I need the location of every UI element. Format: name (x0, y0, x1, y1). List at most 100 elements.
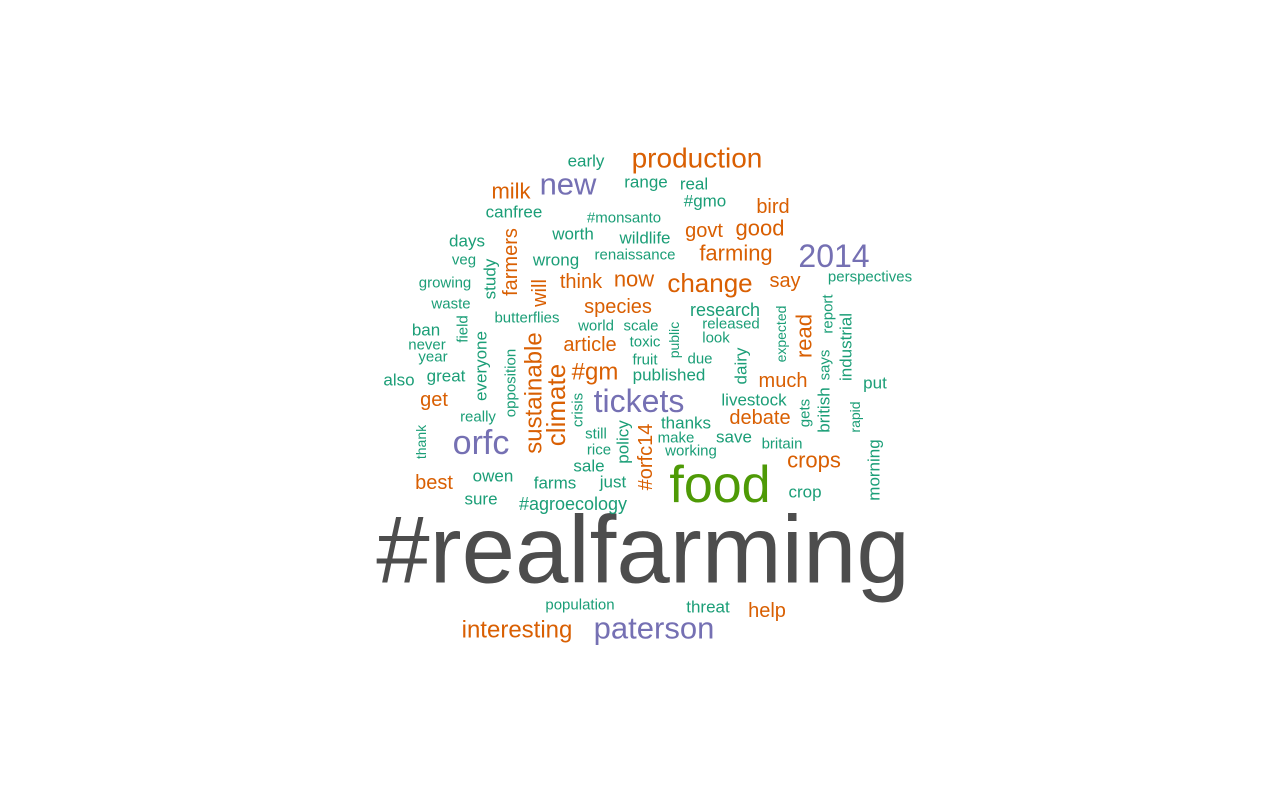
word-still: still (585, 426, 607, 443)
word-farmers: farmers (500, 228, 522, 296)
word-change: change (667, 268, 752, 298)
word-thanks: thanks (661, 414, 711, 433)
word-renaissance: renaissance (595, 247, 676, 264)
word-hash-agroecology: #agroecology (519, 494, 627, 514)
word-fruit: fruit (632, 352, 658, 369)
word-wildlife: wildlife (618, 229, 670, 248)
word-butterflies: butterflies (494, 310, 559, 327)
word-everyone: everyone (472, 331, 491, 401)
word-sure: sure (464, 490, 497, 509)
word-species: species (584, 296, 652, 318)
word-days: days (449, 232, 485, 251)
word-look: look (702, 330, 730, 347)
word-thank: thank (413, 424, 429, 459)
word-expected: expected (773, 306, 789, 363)
word-paterson: paterson (594, 611, 715, 646)
word-will: will (529, 279, 551, 308)
word-tickets: tickets (594, 383, 685, 419)
word-threat: threat (686, 598, 730, 617)
word-scale: scale (623, 318, 658, 335)
word-hash-orfc14: #orfc14 (635, 424, 657, 491)
word-farming: farming (699, 241, 772, 266)
word-make: make (658, 430, 695, 447)
word-never: never (408, 337, 446, 354)
word-good: good (736, 216, 785, 241)
word-hash-gm: #gm (572, 359, 619, 386)
word-food: food (669, 456, 770, 514)
word-new: new (540, 167, 597, 202)
word-also: also (383, 371, 414, 390)
word-article: article (563, 334, 616, 356)
word-dairy: dairy (732, 347, 751, 384)
word-world: world (577, 318, 614, 335)
word-british: british (815, 387, 834, 432)
word-get: get (420, 389, 448, 411)
word-published: published (633, 366, 706, 385)
word-orfc: orfc (453, 424, 510, 462)
word-gets: gets (797, 399, 814, 427)
word-rice: rice (587, 442, 611, 459)
word-help: help (748, 600, 786, 622)
word-industrial: industrial (837, 313, 856, 381)
word-early: early (568, 152, 605, 171)
word-crisis: crisis (570, 393, 587, 427)
word-think: think (560, 271, 603, 293)
word-research: research (690, 300, 760, 320)
word-much: much (759, 370, 808, 392)
word-public: public (666, 322, 682, 359)
word-save: save (716, 428, 752, 447)
word-opposition: opposition (503, 349, 520, 417)
word-best: best (415, 472, 453, 494)
word-crops: crops (787, 448, 841, 473)
word-working: working (664, 443, 717, 460)
word-says: says (817, 350, 834, 381)
word-crop: crop (788, 483, 821, 502)
word-morning: morning (865, 439, 884, 500)
word-study: study (481, 258, 500, 299)
word-milk: milk (491, 179, 531, 204)
word-climate: climate (541, 364, 571, 446)
word-wrong: wrong (532, 251, 579, 270)
word-year: year (418, 349, 447, 366)
word-production: production (632, 143, 763, 174)
word-debate: debate (729, 407, 790, 429)
word-worth: worth (551, 225, 594, 244)
word-britain: britain (762, 436, 803, 453)
word-say: say (769, 270, 800, 292)
word-now: now (614, 267, 654, 292)
word-govt: govt (685, 220, 723, 242)
word-due: due (687, 351, 712, 368)
word-hash-realfarming: #realfarming (376, 497, 910, 604)
word-ban: ban (412, 321, 440, 340)
word-bird: bird (756, 196, 789, 218)
word-growing: growing (419, 275, 472, 292)
word-really: really (460, 409, 496, 426)
word-hash-gmo: #gmo (684, 192, 727, 211)
word-sustainable: sustainable (521, 332, 548, 453)
word-put: put (863, 374, 887, 393)
word-waste: waste (430, 296, 470, 313)
word-perspectives: perspectives (828, 269, 912, 286)
word-hash-monsanto: #monsanto (587, 210, 661, 227)
word-released: released (702, 316, 760, 333)
word-owen: owen (473, 467, 514, 486)
word-livestock: livestock (721, 391, 787, 410)
word-report: report (820, 294, 837, 334)
word-range: range (624, 173, 667, 192)
word-veg: veg (452, 252, 476, 269)
word-real: real (680, 175, 708, 194)
word-read: read (792, 314, 817, 358)
word-rapid: rapid (847, 401, 863, 432)
word-policy: policy (614, 420, 633, 464)
word-toxic: toxic (630, 334, 661, 351)
word-just: just (599, 473, 627, 492)
word-2014: 2014 (798, 238, 869, 274)
word-great: great (427, 367, 466, 386)
word-farms: farms (534, 474, 577, 493)
word-population: population (545, 597, 614, 614)
word-canfree: canfree (486, 203, 543, 222)
word-field: field (455, 315, 472, 343)
